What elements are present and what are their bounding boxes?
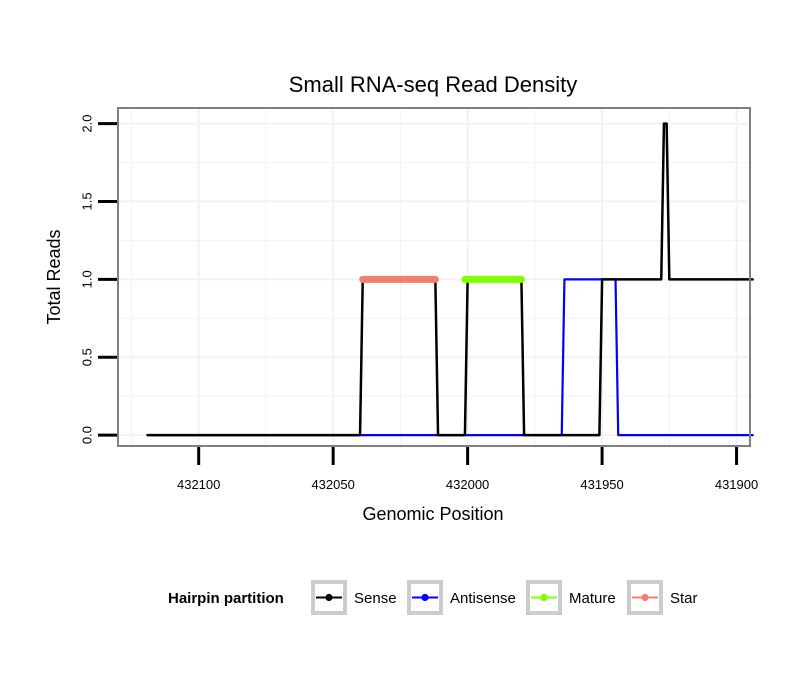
legend-label: Sense (354, 590, 397, 607)
chart-title: Small RNA-seq Read Density (289, 72, 578, 97)
panel-border (117, 107, 751, 447)
y-tick-label: 0.5 (79, 348, 94, 366)
x-tick-label: 432100 (177, 477, 220, 492)
y-tick-label: 2.0 (79, 115, 94, 133)
x-tick-label: 432000 (446, 477, 489, 492)
x-tick-label: 431900 (715, 477, 758, 492)
legend-key-dot (641, 593, 649, 602)
y-tick-label: 1.0 (79, 270, 94, 288)
legend-label: Star (670, 590, 698, 607)
legend-key-dot (540, 593, 548, 602)
legend-item-sense: Sense (311, 580, 397, 615)
legend-item-mature: Mature (526, 580, 616, 615)
legend-item-star: Star (627, 580, 698, 615)
legend-key-dot (421, 593, 429, 602)
legend-title: Hairpin partition (168, 590, 284, 607)
x-tick-label: 431950 (580, 477, 623, 492)
y-tick-label: 1.5 (79, 192, 94, 210)
x-axis-label: Genomic Position (362, 504, 503, 524)
legend-item-antisense: Antisense (407, 580, 516, 615)
legend-label: Mature (569, 590, 616, 607)
series-lines (146, 122, 754, 437)
y-tick-label: 0.0 (79, 426, 94, 444)
x-tick-label: 432050 (311, 477, 354, 492)
axes: 432100 432050 432000 431950 431900 0.0 0.5 1.0 1… (79, 115, 758, 492)
legend-key-dot (325, 593, 333, 602)
y-axis-label: Total Reads (44, 229, 64, 324)
legend: Hairpin partition Sense Antisense Mature St… (168, 580, 698, 615)
series-line-antisense (146, 278, 754, 437)
legend-label: Antisense (450, 590, 516, 607)
